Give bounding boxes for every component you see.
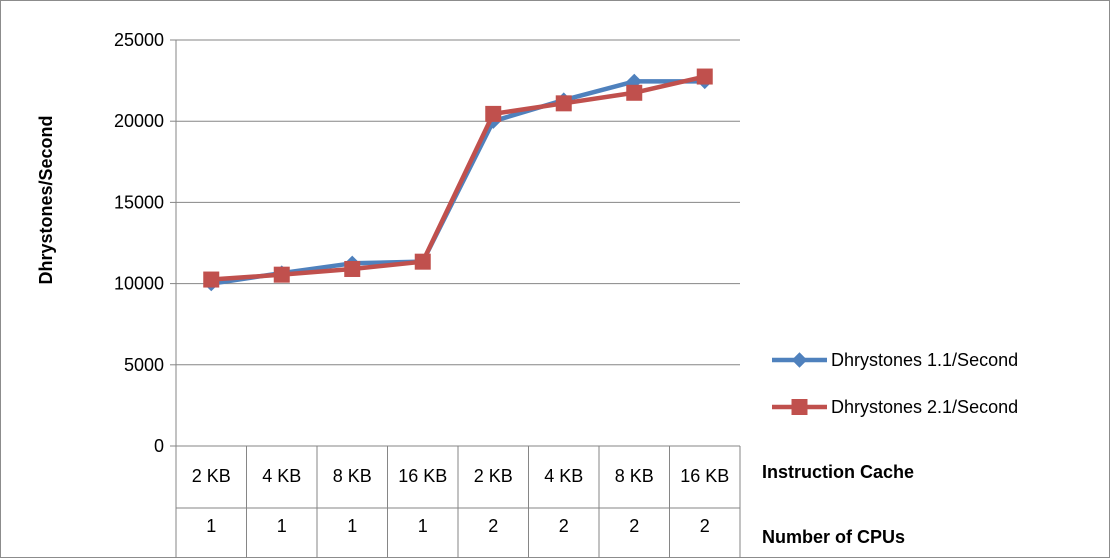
category-label-cache: 4 KB: [544, 466, 583, 486]
legend-marker: [791, 399, 808, 415]
category-label-cpus: 1: [277, 516, 287, 536]
category-label-cache: 2 KB: [474, 466, 513, 486]
data-point-square: [414, 253, 431, 270]
series-lines: [203, 68, 713, 292]
category-label-cache: 2 KB: [192, 466, 231, 486]
y-tick-labels: 0 5000 10000 15000 20000 25000: [114, 30, 164, 456]
y-tick-label: 5000: [124, 355, 164, 375]
category-label-cpus: 2: [629, 516, 639, 536]
legend-entry-1: Dhrystones 1.1/Second: [772, 350, 1018, 370]
y-tick-label: 10000: [114, 274, 164, 294]
series-line: [211, 74, 706, 282]
category-table: 2 KB 4 KB 8 KB 16 KB 2 KB 4 KB 8 KB 16 KB 1 1 1 1 2 2…: [175, 446, 741, 558]
data-point-square: [626, 84, 643, 101]
y-tick-label: 25000: [114, 30, 164, 50]
y-tick-label: 20000: [114, 111, 164, 131]
category-label-cpus: 1: [347, 516, 357, 536]
category-label-cpus: 2: [700, 516, 710, 536]
category-label-cache: 8 KB: [333, 466, 372, 486]
category-label-cache: 16 KB: [680, 466, 729, 486]
data-point-square: [203, 271, 220, 288]
series-2: [203, 68, 713, 288]
category-level-title: Number of CPUs: [762, 527, 905, 547]
legend-label: Dhrystones 1.1/Second: [831, 350, 1018, 370]
legend-entry-2: Dhrystones 2.1/Second: [772, 397, 1018, 417]
category-label-cpus: 1: [206, 516, 216, 536]
data-point-square: [273, 266, 290, 283]
data-point-square: [344, 260, 361, 277]
data-point-square: [555, 95, 572, 112]
category-label-cpus: 1: [418, 516, 428, 536]
y-tick-label: 0: [154, 436, 164, 456]
category-label-cpus: 2: [559, 516, 569, 536]
legend-marker: [791, 352, 808, 368]
y-tick-label: 15000: [114, 192, 164, 212]
y-axis-title: Dhrystones/Second: [36, 115, 56, 284]
data-point-square: [485, 105, 502, 122]
category-label-cpus: 2: [488, 516, 498, 536]
category-label-cache: 16 KB: [398, 466, 447, 486]
category-level-title: Instruction Cache: [762, 462, 914, 482]
legend: Dhrystones 1.1/Second Dhrystones 2.1/Seco…: [772, 350, 1018, 417]
category-label-cache: 4 KB: [262, 466, 301, 486]
legend-label: Dhrystones 2.1/Second: [831, 397, 1018, 417]
data-point-square: [696, 68, 713, 85]
category-label-cache: 8 KB: [615, 466, 654, 486]
gridlines: [176, 39, 740, 366]
